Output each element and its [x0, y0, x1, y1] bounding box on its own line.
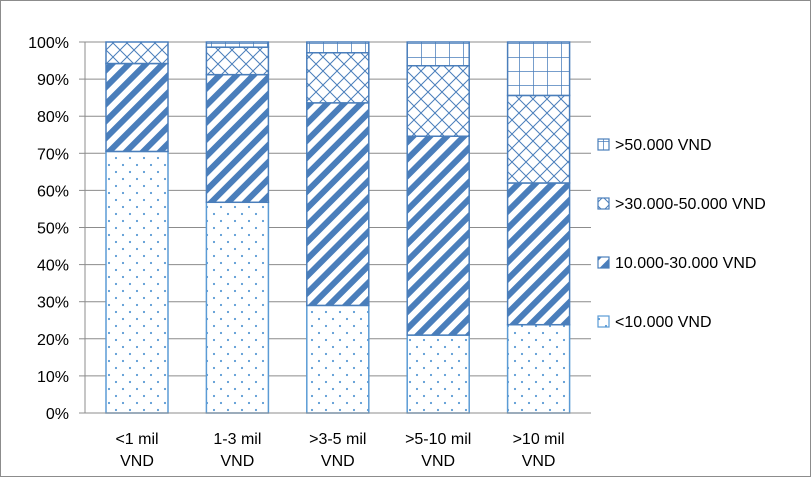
x-category-label: VND — [522, 453, 556, 470]
bar-segment — [506, 323, 571, 414]
y-tick-label: 30% — [37, 295, 69, 312]
bar-segment — [406, 64, 470, 137]
x-category-label: VND — [321, 453, 355, 470]
y-tick-label: 20% — [37, 332, 69, 349]
x-category-label: >3-5 mil — [309, 431, 366, 448]
legend-swatch — [597, 197, 610, 210]
legend-swatch — [597, 315, 610, 328]
bar-segment — [406, 41, 470, 67]
y-tick-label: 40% — [37, 258, 69, 275]
x-category-label: <1 mil — [115, 431, 158, 448]
y-tick-label: 100% — [28, 35, 69, 52]
bar-segment — [105, 41, 169, 65]
legend-label: <10.000 VND — [615, 314, 712, 331]
bar-segment — [306, 304, 370, 414]
y-tick-label: 90% — [37, 72, 69, 89]
x-category-label: VND — [421, 453, 455, 470]
bar-segment — [506, 182, 571, 326]
x-category-label: >10 mil — [513, 431, 565, 448]
bar-segment — [406, 135, 470, 336]
x-category-label: >5-10 mil — [405, 431, 471, 448]
bar-segment — [306, 102, 370, 307]
legend-label: 10.000-30.000 VND — [615, 255, 756, 272]
bar-segment — [506, 94, 571, 184]
bar-segment — [105, 62, 169, 153]
bar-segment — [205, 73, 270, 204]
y-tick-label: 60% — [37, 183, 69, 200]
bar-segment — [205, 201, 270, 414]
bar-segment — [205, 41, 270, 48]
bar-segment — [506, 41, 571, 97]
x-category-label: VND — [120, 453, 154, 470]
x-category-label: 1-3 mil — [213, 431, 261, 448]
bar-segment — [306, 52, 370, 104]
legend-label: >30.000-50.000 VND — [615, 196, 766, 213]
legend-swatch — [597, 256, 610, 269]
bar-segment — [205, 46, 270, 76]
bar-segment — [306, 41, 370, 54]
bar-segment — [105, 150, 169, 414]
y-tick-label: 80% — [37, 109, 69, 126]
legend-label: >50.000 VND — [615, 137, 712, 154]
y-tick-label: 70% — [37, 146, 69, 163]
bar-segment — [406, 334, 470, 414]
legend-swatch — [597, 138, 610, 151]
y-tick-label: 50% — [37, 221, 69, 238]
y-tick-label: 0% — [46, 406, 69, 423]
y-tick-label: 10% — [37, 369, 69, 386]
x-category-label: VND — [221, 453, 255, 470]
